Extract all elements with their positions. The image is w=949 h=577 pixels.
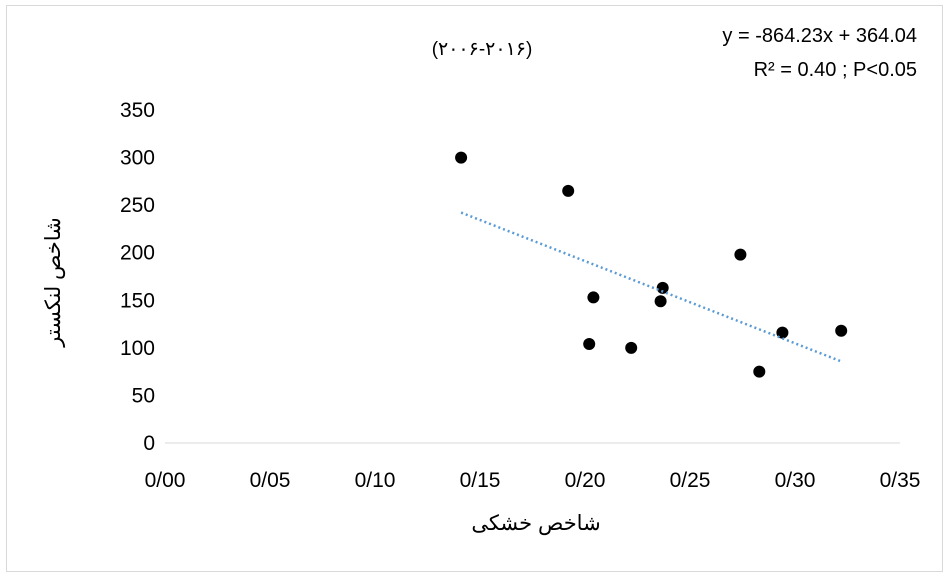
x-tick-label: 0/25 (670, 469, 711, 492)
chart-title: (۲۰۰۶-۲۰۱۶) (432, 39, 533, 60)
trendline-equation: y = -864.23x + 364.04 (722, 25, 917, 47)
data-point (776, 326, 789, 339)
x-tick-label: 0/15 (460, 469, 501, 492)
data-point (835, 324, 848, 337)
x-tick-label: 0/20 (565, 469, 606, 492)
y-tick-label: 300 (120, 147, 155, 170)
data-point (625, 341, 638, 354)
data-point (562, 184, 575, 197)
x-tick-label: 0/05 (250, 469, 291, 492)
x-tick-label: 0/00 (145, 469, 186, 492)
y-axis-title: شاخص لنکستر (42, 217, 66, 348)
trendline (460, 211, 842, 363)
data-point (583, 338, 596, 351)
y-axis-ticks: 0 50 100 150 200 250 300 350 (120, 99, 155, 455)
y-tick-label: 350 (120, 99, 155, 122)
y-tick-label: 150 (120, 289, 155, 312)
data-point (587, 291, 600, 304)
y-tick-label: 200 (120, 242, 155, 265)
trendline-statistics: R² = 0.40 ; P<0.05 (754, 59, 917, 81)
chart-frame (6, 5, 943, 572)
data-point (654, 295, 667, 308)
x-axis-title: شاخص خشکی (471, 512, 600, 536)
data-point (656, 281, 669, 294)
data-point (455, 151, 468, 164)
data-points (455, 151, 848, 378)
data-point (753, 365, 766, 378)
y-tick-label: 50 (132, 384, 155, 407)
x-tick-label: 0/10 (355, 469, 396, 492)
x-axis-ticks: 0/00 0/05 0/10 0/15 0/20 0/25 0/30 0/35 (145, 469, 921, 492)
data-point (734, 248, 747, 261)
x-tick-label: 0/30 (775, 469, 816, 492)
y-tick-label: 250 (120, 194, 155, 217)
y-tick-label: 100 (120, 337, 155, 360)
y-tick-label: 0 (143, 432, 155, 455)
x-tick-label: 0/35 (880, 469, 921, 492)
